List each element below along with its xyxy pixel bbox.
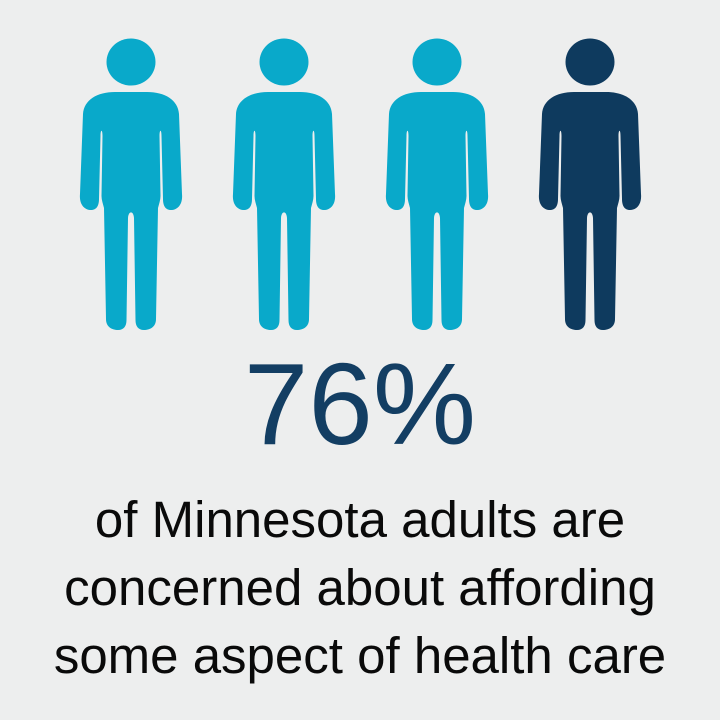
caption-line-2: concerned about affording: [64, 559, 656, 616]
stat-value: 76%: [243, 339, 477, 469]
person-icon: [538, 38, 641, 330]
caption-line-3: some aspect of health care: [53, 627, 667, 684]
person-icon: [232, 38, 335, 330]
caption-line-1: of Minnesota adults are: [94, 491, 626, 548]
person-icon-3: [381, 38, 493, 330]
person-icon-1: [75, 38, 187, 330]
person-icon: [79, 38, 182, 330]
caption: of Minnesota adults are concerned about …: [0, 486, 720, 690]
person-icon: [385, 38, 488, 330]
person-icon-row: [0, 0, 720, 330]
person-icon-4-highlighted: [534, 38, 646, 330]
person-icon-2: [228, 38, 340, 330]
